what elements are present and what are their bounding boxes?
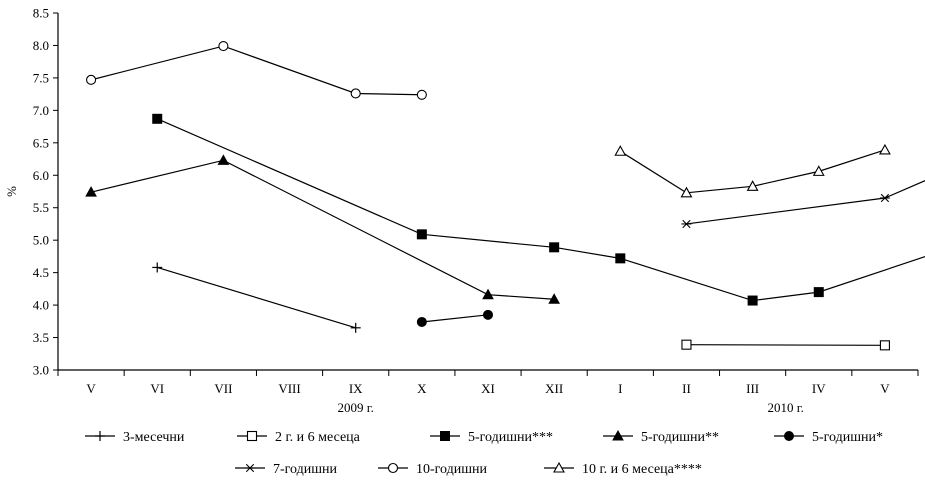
data-point-5 bbox=[681, 219, 692, 229]
series-line-4 bbox=[421, 314, 489, 323]
data-point-2 bbox=[416, 229, 427, 240]
legend-marker bbox=[387, 462, 399, 474]
x-tick-label: VI bbox=[150, 381, 164, 396]
y-tick-label: 3.5 bbox=[33, 330, 49, 345]
data-point-5 bbox=[879, 193, 890, 203]
y-tick-label: 4.5 bbox=[33, 265, 49, 280]
data-point-6 bbox=[86, 74, 97, 85]
legend-label: 10 г. и 6 месеца**** bbox=[582, 462, 702, 477]
series-line-5 bbox=[686, 180, 925, 225]
x-tick-label: IX bbox=[349, 381, 363, 396]
series-line-0 bbox=[157, 266, 356, 329]
legend-entry: 10-годишни bbox=[378, 462, 488, 477]
legend-marker bbox=[245, 463, 255, 473]
data-point-7 bbox=[614, 145, 627, 156]
legend-marker bbox=[784, 431, 794, 441]
x-tick-label: IV bbox=[812, 381, 826, 396]
legend-entry: 5-годишни*** bbox=[430, 430, 553, 445]
year-label-2010: 2010 г. bbox=[768, 400, 804, 415]
y-tick-label: 5.5 bbox=[33, 200, 49, 215]
legend-entry: 5-годишни** bbox=[603, 429, 719, 445]
legend-entry: 2 г. и 6 месеца bbox=[237, 430, 361, 445]
series-markers bbox=[85, 41, 891, 351]
y-tick-label: 7.0 bbox=[33, 103, 49, 118]
legend-label: 5-годишни* bbox=[812, 430, 883, 445]
data-point-7 bbox=[878, 143, 891, 155]
data-point-7 bbox=[680, 186, 693, 198]
legend-marker bbox=[612, 429, 624, 441]
x-tick-label: III bbox=[746, 381, 759, 396]
x-tick-label: V bbox=[86, 381, 96, 396]
data-point-7 bbox=[812, 165, 825, 176]
data-point-2 bbox=[813, 287, 824, 298]
legend-entry: 5-годишни* bbox=[774, 430, 883, 445]
data-point-6 bbox=[218, 41, 229, 52]
y-tick-label: 7.5 bbox=[33, 70, 49, 85]
data-point-6 bbox=[416, 89, 427, 100]
year-label-2009: 2009 г. bbox=[338, 400, 374, 415]
data-point-4 bbox=[416, 316, 427, 327]
series-line-1 bbox=[686, 344, 885, 346]
legend-label: 7-годишни bbox=[273, 462, 338, 477]
y-tick-label: 6.5 bbox=[33, 135, 49, 150]
legend-label: 5-годишни*** bbox=[468, 430, 553, 445]
series-line-2 bbox=[156, 118, 925, 302]
data-point-2 bbox=[152, 113, 163, 124]
y-tick-label: 3.0 bbox=[33, 363, 49, 378]
chart-axes: 3.03.54.04.55.05.56.06.57.07.58.08.5%V VI… bbox=[4, 6, 919, 415]
legend-label: 10-годишни bbox=[416, 462, 488, 477]
series-lines bbox=[90, 45, 925, 346]
x-tick-label: X bbox=[417, 381, 427, 396]
x-tick-label: XI bbox=[481, 381, 495, 396]
data-point-3 bbox=[85, 186, 97, 197]
data-point-0 bbox=[350, 322, 361, 333]
legend-entry: 10 г. и 6 месеца**** bbox=[544, 461, 702, 477]
legend-marker bbox=[553, 461, 565, 473]
legend-label: 3-месечни bbox=[123, 430, 185, 445]
data-point-0 bbox=[152, 262, 163, 273]
legend-entry: 3-месечни bbox=[85, 430, 185, 445]
x-tick-label: VII bbox=[214, 381, 232, 396]
data-point-3 bbox=[217, 154, 230, 165]
series-line-6 bbox=[90, 45, 422, 96]
data-point-2 bbox=[549, 242, 560, 253]
data-point-7 bbox=[746, 180, 759, 191]
y-tick-label: 5.0 bbox=[33, 233, 49, 248]
data-point-3 bbox=[548, 293, 561, 304]
legend-label: 5-годишни** bbox=[641, 430, 719, 445]
data-point-2 bbox=[747, 295, 758, 306]
legend: 3-месечни 2 г. и 6 месеца 5-годишни*** 5-го… bbox=[85, 429, 883, 477]
data-point-4 bbox=[483, 309, 493, 320]
legend-marker bbox=[246, 430, 258, 442]
legend-entry: 7-годишни bbox=[235, 462, 338, 477]
legend-marker bbox=[440, 431, 450, 441]
y-tick-label: 8.5 bbox=[33, 6, 49, 21]
x-tick-label: I bbox=[618, 381, 622, 396]
y-tick-label: 8.0 bbox=[33, 38, 49, 53]
y-tick-label: 6.0 bbox=[33, 168, 49, 183]
x-tick-label: VIII bbox=[278, 381, 300, 396]
series-line-3 bbox=[90, 159, 555, 300]
data-point-1 bbox=[879, 340, 890, 351]
data-point-3 bbox=[482, 288, 494, 300]
y-axis-label: % bbox=[4, 186, 19, 197]
x-tick-label: XII bbox=[545, 381, 563, 396]
legend-label: 2 г. и 6 месеца bbox=[275, 430, 361, 445]
x-tick-label: V bbox=[880, 381, 890, 396]
x-tick-label: II bbox=[682, 381, 691, 396]
legend-marker bbox=[95, 431, 105, 441]
data-point-6 bbox=[350, 88, 361, 99]
data-point-2 bbox=[615, 253, 626, 264]
y-tick-label: 4.0 bbox=[33, 298, 49, 313]
data-point-1 bbox=[681, 339, 692, 350]
